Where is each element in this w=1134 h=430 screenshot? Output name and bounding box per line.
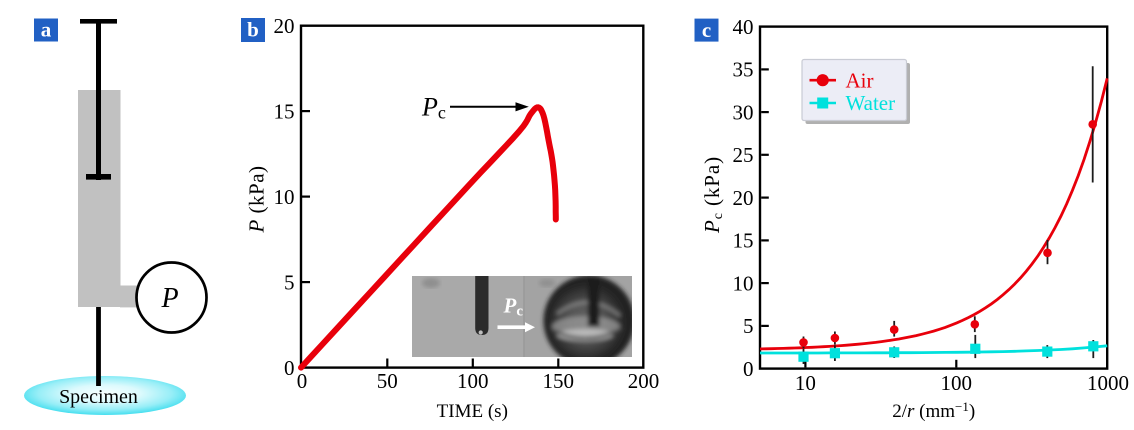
- svg-text:20: 20: [274, 14, 295, 38]
- svg-text:P: P: [160, 283, 178, 314]
- svg-text:15: 15: [733, 229, 754, 253]
- svg-text:10: 10: [733, 271, 754, 295]
- svg-text:100: 100: [457, 369, 489, 393]
- svg-text:0: 0: [743, 357, 754, 381]
- svg-text:25: 25: [733, 143, 754, 167]
- svg-text:200: 200: [628, 369, 660, 393]
- svg-text:15: 15: [274, 99, 295, 123]
- svg-text:30: 30: [733, 100, 754, 124]
- svg-text:a: a: [41, 18, 52, 42]
- svg-text:35: 35: [733, 58, 754, 82]
- svg-text:b: b: [247, 18, 259, 42]
- svg-text:5: 5: [743, 314, 754, 338]
- svg-text:50: 50: [377, 369, 398, 393]
- svg-text:0: 0: [284, 356, 295, 380]
- svg-text:Specimen: Specimen: [59, 386, 138, 408]
- svg-text:TIME (s): TIME (s): [437, 401, 508, 422]
- svg-text:Water: Water: [846, 91, 896, 115]
- svg-text:1000: 1000: [1087, 371, 1129, 395]
- svg-text:150: 150: [543, 369, 575, 393]
- svg-text:Pc (kPa): Pc (kPa): [700, 156, 726, 234]
- svg-text:c: c: [702, 18, 711, 42]
- svg-text:2/r (mm−1): 2/r (mm−1): [892, 399, 975, 422]
- svg-text:P (kPa): P (kPa): [245, 165, 269, 233]
- svg-text:10: 10: [795, 371, 816, 395]
- svg-text:100: 100: [941, 371, 973, 395]
- svg-text:20: 20: [733, 186, 754, 210]
- svg-text:Pc: Pc: [421, 92, 446, 122]
- svg-text:Air: Air: [846, 68, 874, 92]
- svg-text:0: 0: [297, 369, 308, 393]
- svg-text:5: 5: [284, 270, 295, 294]
- svg-text:Pc: Pc: [503, 294, 524, 320]
- svg-text:40: 40: [733, 15, 754, 39]
- svg-text:10: 10: [274, 185, 295, 209]
